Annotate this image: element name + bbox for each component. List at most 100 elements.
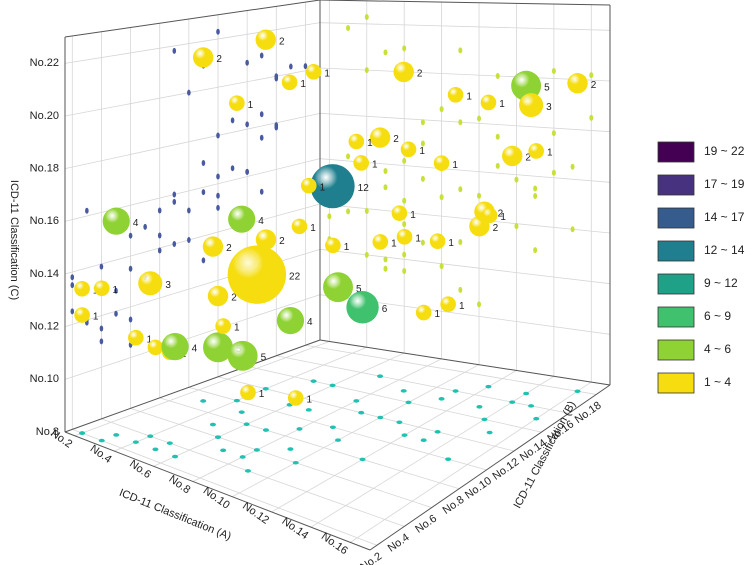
bubble-label: 1	[434, 309, 440, 320]
bubble-label: 2	[493, 223, 499, 234]
left-wall-shadow	[245, 168, 249, 175]
floor-shadow	[476, 404, 483, 409]
bubble	[393, 61, 414, 83]
right-wall-shadow	[495, 133, 500, 140]
bubble-label: 1	[372, 160, 378, 171]
floor-shadow	[253, 448, 260, 452]
left-wall-shadow	[128, 316, 133, 323]
right-wall-shadow	[439, 194, 444, 201]
bubble-label: 1	[452, 160, 458, 171]
grid-line	[271, 370, 517, 513]
bubble-label: 5	[261, 352, 267, 363]
bubble-label: 1	[547, 148, 553, 159]
floor-shadow	[353, 399, 360, 403]
grid-line	[74, 341, 330, 437]
right-wall-shadow	[420, 140, 425, 147]
right-wall-shadow	[346, 24, 351, 31]
right-wall-shadow	[420, 175, 425, 182]
grid-line	[319, 67, 611, 82]
z-tick-label: No.16	[30, 215, 59, 227]
right-wall-shadow	[570, 163, 575, 170]
z-axis-title: ICD-11 Classification (C)	[8, 180, 20, 300]
right-wall-shadow	[589, 114, 594, 121]
grid-line	[64, 203, 321, 275]
bubble-label: 1	[234, 323, 240, 334]
bubble	[161, 333, 189, 361]
legend-label: 19 ~ 22	[704, 144, 745, 158]
right-wall-shadow	[402, 221, 407, 228]
bubble	[255, 29, 276, 50]
bubble-label: 1	[459, 301, 465, 312]
bubble	[255, 229, 277, 250]
bubble	[567, 73, 588, 94]
legend-label: 4 ~ 6	[704, 342, 731, 356]
floor-shadow	[292, 460, 299, 465]
floor-shadow	[172, 454, 179, 459]
floor-shadow	[523, 391, 530, 396]
bubble-label: 1	[466, 91, 472, 102]
y-tick-label: No.6	[413, 513, 439, 536]
bubble-label: 2	[216, 54, 222, 65]
left-wall-shadow	[303, 63, 308, 70]
left-wall-shadow	[259, 52, 264, 59]
legend-swatch	[657, 273, 695, 295]
floor-shadow	[98, 438, 105, 443]
bubble	[502, 145, 523, 167]
right-wall-shadow	[551, 169, 556, 176]
floor-shadow	[400, 389, 407, 393]
right-wall-shadow	[589, 72, 594, 79]
bubble	[396, 229, 413, 245]
y-tick-label: No.2	[358, 550, 384, 565]
floor-shadow	[239, 455, 246, 459]
floor-shadow	[209, 422, 216, 427]
right-wall-shadow	[402, 268, 407, 275]
bubble	[346, 291, 379, 324]
bubble	[102, 207, 130, 235]
bubble	[128, 329, 144, 346]
left-wall-shadow	[216, 192, 220, 199]
bubble-label: 1	[448, 238, 454, 249]
x-tick-label: No.16	[319, 531, 350, 558]
legend-swatch	[657, 141, 695, 163]
left-wall-shadow	[216, 204, 220, 211]
bubble	[276, 306, 305, 335]
bubble-label: 1	[367, 138, 373, 149]
right-wall-shadow	[533, 192, 538, 199]
right-wall-shadow	[477, 192, 482, 199]
right-wall-shadow	[514, 176, 519, 183]
legend-swatch	[657, 306, 695, 328]
right-wall-shadow	[364, 207, 369, 214]
bubble-label: 3	[546, 102, 552, 113]
right-wall-shadow	[402, 45, 407, 52]
left-wall-shadow	[143, 223, 147, 230]
floor-shadow	[147, 434, 154, 439]
grid-line	[153, 352, 405, 467]
grid-line	[276, 355, 569, 414]
axis-edge	[319, 0, 611, 6]
left-wall-shadow	[289, 63, 293, 70]
bubble-label: 1	[147, 334, 153, 345]
bubble	[291, 218, 308, 235]
floor-shadow	[238, 410, 245, 414]
bubble	[447, 87, 464, 103]
bubble	[325, 237, 341, 254]
right-wall-shadow	[533, 247, 538, 254]
left-wall-shadow	[230, 165, 235, 172]
grid-line	[247, 365, 542, 433]
left-wall-shadow	[114, 310, 118, 317]
legend-swatch	[657, 207, 695, 229]
floor-shadow	[132, 440, 139, 444]
bubble	[93, 280, 110, 297]
bubble-label: 1	[415, 233, 421, 244]
bubble-label: 1	[259, 389, 265, 400]
left-wall-shadow	[157, 207, 162, 214]
bubble-label: 12	[358, 183, 370, 194]
left-wall-shadow	[201, 159, 206, 166]
grid-line	[130, 407, 432, 508]
left-wall-shadow	[99, 338, 104, 345]
bubble-label: 1	[320, 182, 326, 193]
bubble-label: 6	[382, 304, 388, 315]
left-wall-shadow	[274, 124, 279, 131]
right-wall-shadow	[346, 208, 351, 215]
right-wall-shadow	[551, 130, 556, 137]
